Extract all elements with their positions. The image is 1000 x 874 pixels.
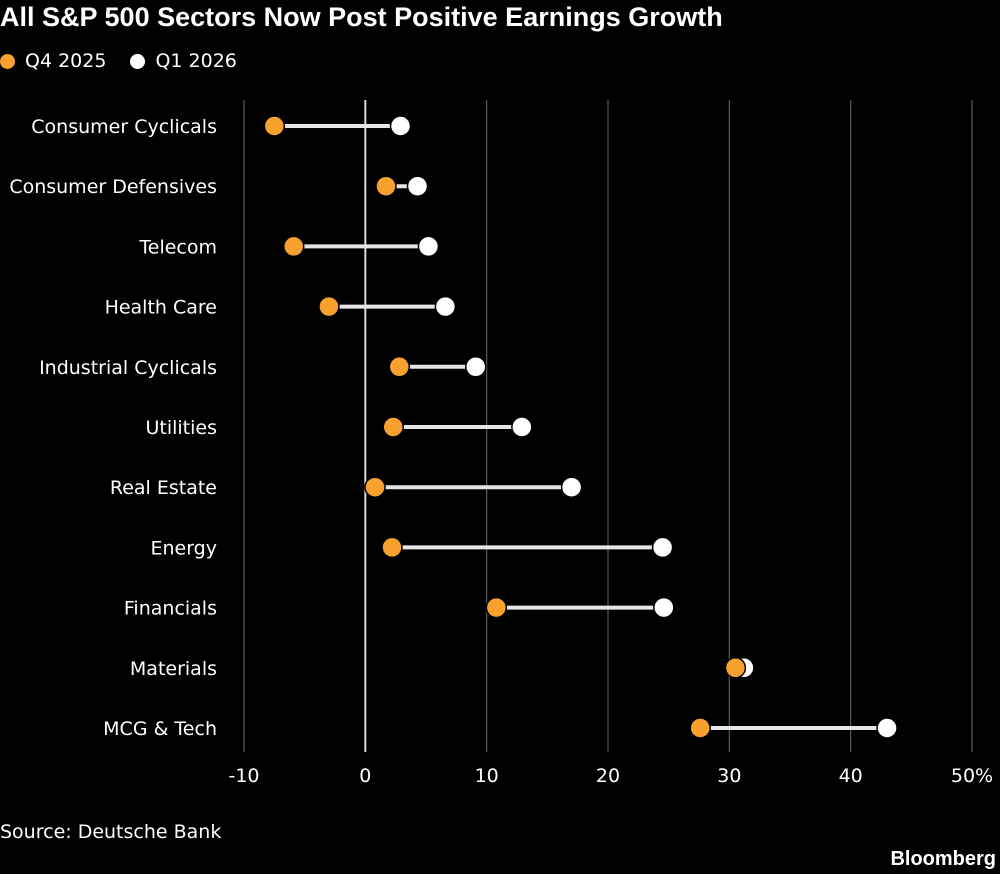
category-label: Telecom bbox=[138, 236, 217, 258]
category-label: Materials bbox=[130, 658, 217, 680]
q1-2026-point bbox=[651, 536, 674, 559]
x-tick-label: 40 bbox=[839, 765, 863, 787]
category-label: Real Estate bbox=[110, 477, 217, 499]
q1-2026-point bbox=[876, 717, 898, 739]
legend-label-q4: Q4 2025 bbox=[25, 50, 107, 72]
category-label: Utilities bbox=[145, 417, 217, 439]
q4-2025-point bbox=[375, 175, 397, 197]
category-label: Energy bbox=[150, 537, 217, 559]
category-label: MCG & Tech bbox=[103, 718, 217, 740]
legend-dot-q4-icon bbox=[0, 53, 15, 69]
q1-2026-point bbox=[653, 596, 675, 619]
x-tick-label: 10 bbox=[475, 765, 499, 787]
category-label: Health Care bbox=[105, 297, 217, 319]
q4-2025-point bbox=[318, 295, 340, 318]
category-label: Financials bbox=[124, 598, 217, 620]
q4-2025-point bbox=[364, 476, 386, 498]
q4-2025-point bbox=[263, 115, 286, 137]
category-label: Consumer Cyclicals bbox=[31, 116, 217, 138]
category-label: Consumer Defensives bbox=[9, 176, 217, 198]
q1-2026-point bbox=[406, 175, 429, 197]
q1-2026-point bbox=[417, 235, 440, 258]
brand-logo: Bloomberg bbox=[890, 848, 996, 870]
q4-2025-point bbox=[689, 717, 711, 739]
q1-2026-point bbox=[464, 356, 487, 378]
chart-title: All S&P 500 Sectors Now Post Positive Ea… bbox=[0, 2, 723, 32]
q1-2026-point bbox=[434, 295, 457, 318]
q1-2026-point bbox=[389, 115, 412, 137]
q4-2025-point bbox=[724, 657, 747, 679]
legend-item-q1: Q1 2026 bbox=[130, 50, 237, 72]
q4-2025-point bbox=[381, 536, 403, 559]
x-tick-label: 0 bbox=[359, 765, 371, 787]
legend-dot-q1-icon bbox=[130, 53, 146, 69]
legend-item-q4: Q4 2025 bbox=[0, 50, 106, 72]
x-tick-label: 20 bbox=[596, 765, 620, 787]
source-note: Source: Deutsche Bank bbox=[0, 821, 222, 843]
q1-2026-point bbox=[511, 416, 533, 438]
category-label: Industrial Cyclicals bbox=[39, 357, 217, 379]
x-tick-label: -10 bbox=[228, 765, 259, 787]
q4-2025-point bbox=[382, 416, 404, 438]
legend: Q4 2025 Q1 2026 bbox=[0, 50, 261, 72]
q4-2025-point bbox=[388, 356, 411, 378]
q1-2026-point bbox=[560, 476, 583, 498]
x-tick-label: 50% bbox=[951, 765, 993, 787]
legend-label-q1: Q1 2026 bbox=[155, 50, 237, 72]
x-tick-label: 30 bbox=[717, 765, 741, 787]
q4-2025-point bbox=[485, 596, 508, 619]
q4-2025-point bbox=[282, 235, 305, 258]
